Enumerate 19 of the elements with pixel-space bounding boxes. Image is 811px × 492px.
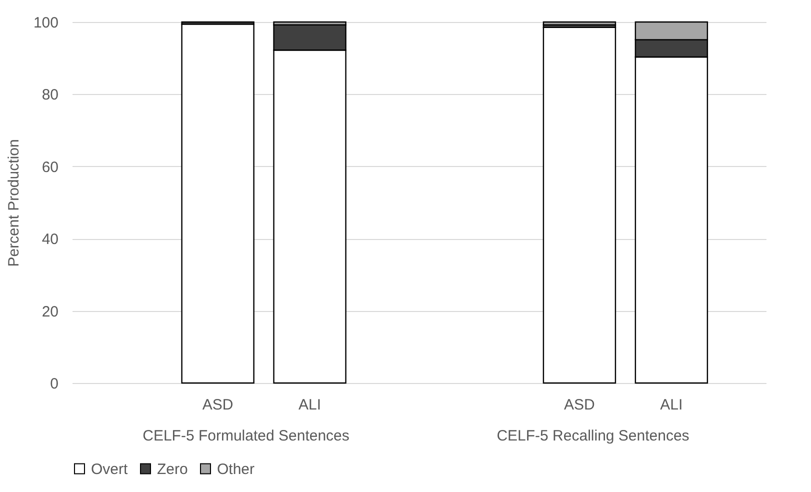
x-tick-label: ASD — [564, 396, 596, 414]
x-tick-label: ASD — [202, 396, 234, 414]
y-tick-label: 100 — [33, 14, 58, 32]
legend-label: Other — [217, 460, 255, 478]
bar — [181, 24, 254, 384]
bar — [542, 26, 616, 384]
bar — [542, 21, 616, 26]
x-axis-title: CELF-5 Formulated Sentences — [142, 428, 350, 444]
x-tick-label: ALI — [298, 396, 322, 414]
x-tick-label: ALI — [660, 396, 683, 414]
y-tick-label: 40 — [42, 231, 58, 248]
x-axis-title: CELF-5 Recalling Sentences — [496, 428, 690, 444]
y-tick-label: 0 — [50, 376, 58, 392]
y-tick-label: 60 — [42, 158, 58, 176]
y-tick-label: 80 — [42, 86, 58, 104]
y-axis-title: Percent Production — [5, 139, 22, 267]
y-tick-label: 20 — [42, 303, 58, 320]
legend-label: Overt — [91, 460, 129, 478]
legend-label: Zero — [157, 460, 188, 478]
